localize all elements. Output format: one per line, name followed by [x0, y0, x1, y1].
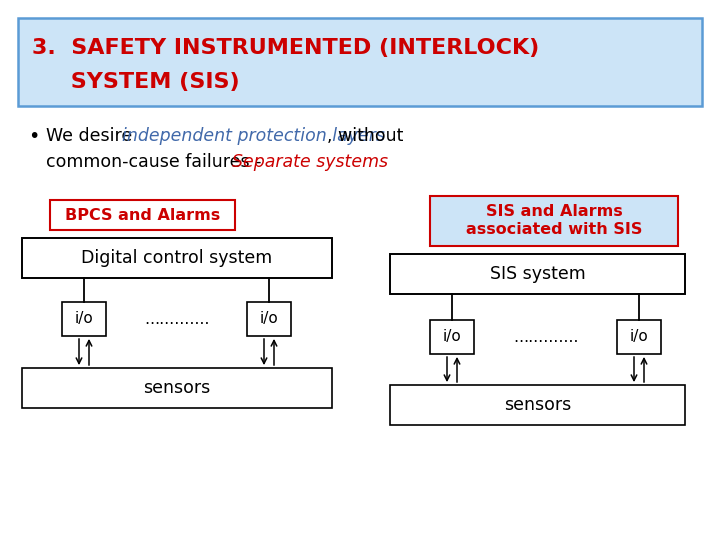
- FancyBboxPatch shape: [62, 302, 106, 336]
- Text: 3.  SAFETY INSTRUMENTED (INTERLOCK): 3. SAFETY INSTRUMENTED (INTERLOCK): [32, 38, 539, 58]
- Text: Digital control system: Digital control system: [81, 249, 273, 267]
- FancyBboxPatch shape: [22, 368, 332, 408]
- FancyBboxPatch shape: [247, 302, 291, 336]
- Text: i/o: i/o: [629, 329, 649, 345]
- Text: i/o: i/o: [260, 312, 279, 327]
- Text: ………….: ………….: [144, 312, 210, 327]
- FancyBboxPatch shape: [390, 254, 685, 294]
- FancyBboxPatch shape: [430, 196, 678, 246]
- Text: ………….: ………….: [513, 329, 578, 345]
- Text: i/o: i/o: [443, 329, 462, 345]
- Text: We desire: We desire: [46, 127, 138, 145]
- Text: i/o: i/o: [75, 312, 94, 327]
- Text: , without: , without: [327, 127, 403, 145]
- Text: SIS and Alarms: SIS and Alarms: [485, 205, 622, 219]
- Text: associated with SIS: associated with SIS: [466, 222, 642, 238]
- Text: Separate systems: Separate systems: [232, 153, 388, 171]
- FancyBboxPatch shape: [617, 320, 661, 354]
- Text: BPCS and Alarms: BPCS and Alarms: [65, 207, 220, 222]
- Text: common-cause failures -: common-cause failures -: [46, 153, 267, 171]
- Text: sensors: sensors: [143, 379, 211, 397]
- Text: SYSTEM (SIS): SYSTEM (SIS): [32, 72, 240, 92]
- FancyBboxPatch shape: [18, 18, 702, 106]
- Text: sensors: sensors: [504, 396, 571, 414]
- FancyBboxPatch shape: [22, 238, 332, 278]
- Text: SIS system: SIS system: [490, 265, 585, 283]
- Text: independent protection layers: independent protection layers: [122, 127, 385, 145]
- Text: •: •: [28, 126, 40, 145]
- FancyBboxPatch shape: [50, 200, 235, 230]
- FancyBboxPatch shape: [430, 320, 474, 354]
- FancyBboxPatch shape: [390, 385, 685, 425]
